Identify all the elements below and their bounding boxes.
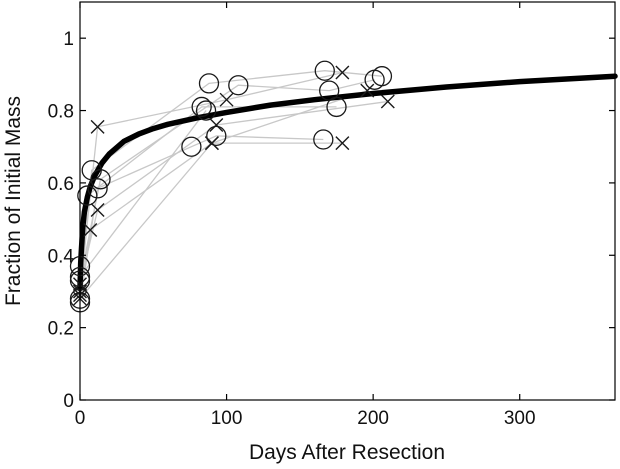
x-tick-label-0: 0 [75, 408, 86, 429]
circle-marker-4-2 [87, 178, 108, 199]
plot-area-frame [79, 1, 616, 401]
connector-lines [79, 70, 388, 303]
y-tick-label-0: 0 [63, 391, 74, 412]
x-tick-label-300: 300 [504, 408, 536, 429]
x-axis-label: Days After Resection [249, 441, 445, 464]
cross-marker-6-3 [219, 92, 234, 107]
cross-marker-6-2 [90, 119, 105, 134]
circle-marker-2-2 [90, 169, 111, 190]
y-tick-label-1: 0.2 [48, 319, 74, 340]
circle-marker-2-3 [228, 75, 249, 96]
cross-marker-6-4 [335, 65, 350, 80]
x-tick-label-100: 100 [211, 408, 243, 429]
y-tick-label-3: 0.6 [48, 174, 74, 195]
fit-curve [77, 73, 618, 291]
x-axis-ticks: 0 100 200 300 [75, 2, 536, 429]
y-tick-label-2: 0.4 [48, 246, 75, 267]
y-tick-label-5: 1 [63, 29, 74, 50]
y-tick-label-4: 0.8 [48, 102, 74, 123]
connector-line-6 [79, 71, 343, 292]
connector-line-5 [79, 110, 207, 278]
y-axis-ticks: 0 0.2 0.4 0.6 0.8 1 [48, 29, 615, 412]
circle-marker-4-5 [313, 129, 334, 150]
cross-marker-8-3 [209, 118, 224, 133]
connector-line-4 [79, 135, 324, 303]
circle-marker-4-4 [206, 125, 227, 147]
circle-marker-2-5 [364, 69, 385, 90]
y-axis-label: Fraction of Initial Mass [2, 96, 25, 306]
cross-marker-7-4 [360, 83, 375, 98]
cross-marker-9-3 [335, 136, 350, 151]
cross-marker-7-2 [83, 222, 98, 237]
circle-marker-4-3 [181, 136, 202, 157]
circle-marker-1-4 [314, 60, 335, 81]
circle-marker-3-3 [191, 96, 212, 118]
cross-marker-9-2 [204, 136, 219, 151]
circle-marker-5-2 [195, 100, 217, 121]
circle-marker-3-2 [77, 185, 98, 206]
cross-marker-8-2 [90, 203, 105, 218]
x-tick-label-200: 200 [357, 408, 389, 429]
connector-line-8 [79, 100, 388, 285]
circle-marker-3-4 [326, 96, 347, 118]
cross-marker-8-4 [380, 94, 395, 109]
circle-marker-1-3 [198, 73, 220, 94]
